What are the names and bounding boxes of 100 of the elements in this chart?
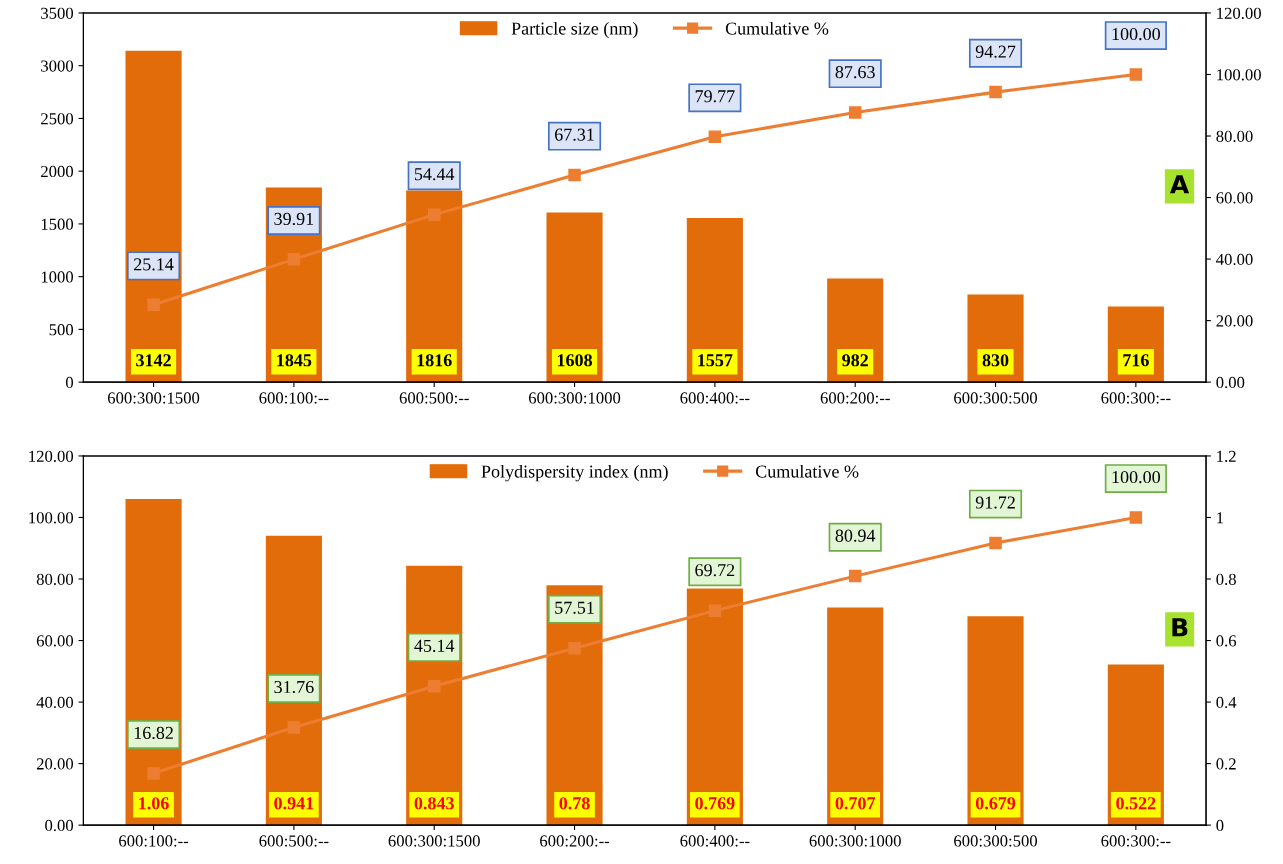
data-label: 1.06 bbox=[139, 797, 169, 810]
x-tick-label: 600:200:-- bbox=[820, 392, 890, 404]
data-label: 1845 bbox=[277, 354, 312, 367]
y-tick-label: 20.00 bbox=[36, 758, 74, 770]
y2-tick-label: 0 bbox=[1216, 819, 1224, 832]
y-tick-label: 80.00 bbox=[36, 573, 74, 586]
x-tick-label: 600:300:-- bbox=[1101, 835, 1171, 847]
data-label: 25.14 bbox=[134, 258, 174, 271]
y2-tick-label: 0.8 bbox=[1216, 573, 1236, 586]
data-label: 982 bbox=[842, 354, 868, 367]
bar bbox=[967, 616, 1024, 826]
y2-tick-label: 1.2 bbox=[1217, 450, 1236, 462]
data-label: 79.77 bbox=[695, 90, 735, 103]
data-label: 31.76 bbox=[274, 680, 314, 694]
data-label: 45.14 bbox=[414, 639, 455, 652]
y-tick-label: 0.00 bbox=[45, 819, 74, 832]
data-label: 91.72 bbox=[975, 496, 1015, 509]
legend-label: Cumulative % bbox=[725, 21, 829, 35]
data-label: 0.707 bbox=[835, 797, 876, 810]
y-tick-label: 120.00 bbox=[29, 450, 74, 462]
y-tick-label: 500 bbox=[49, 324, 74, 336]
y-tick-label: 2500 bbox=[41, 113, 74, 125]
point bbox=[147, 767, 160, 780]
data-label: 80.94 bbox=[835, 529, 876, 542]
x-tick-label: 600:300:1500 bbox=[107, 392, 200, 404]
data-label: 1608 bbox=[557, 354, 592, 367]
data-label: 1816 bbox=[417, 354, 452, 367]
data-label: 716 bbox=[1123, 354, 1149, 367]
y2-tick-label: 100.00 bbox=[1217, 69, 1261, 81]
point bbox=[848, 569, 862, 583]
y2-tick-label: 60.00 bbox=[1216, 192, 1253, 204]
point bbox=[287, 721, 301, 734]
annotation: A bbox=[1169, 175, 1190, 194]
data-label: 16.82 bbox=[134, 726, 173, 740]
annotation: B bbox=[1172, 618, 1188, 637]
data-label: 94.27 bbox=[975, 45, 1016, 58]
y-tick-label: 1500 bbox=[41, 218, 74, 230]
y2-tick-label: 0.6 bbox=[1216, 635, 1237, 647]
point bbox=[568, 168, 581, 182]
x-tick-label: 600:500:-- bbox=[399, 392, 469, 404]
data-label: 0.78 bbox=[559, 797, 590, 810]
data-label: 0.941 bbox=[274, 797, 314, 810]
legend-label: Polydispersity index (nm) bbox=[481, 464, 668, 482]
y-tick-label: 100.00 bbox=[29, 512, 74, 524]
data-label: 0.522 bbox=[1116, 797, 1156, 810]
data-label: 39.91 bbox=[274, 212, 314, 226]
point bbox=[708, 604, 722, 617]
point bbox=[1129, 511, 1143, 524]
data-label: 87.63 bbox=[835, 65, 875, 79]
x-tick-label: 600:400:-- bbox=[680, 835, 750, 847]
legend-label: Cumulative % bbox=[755, 464, 859, 478]
x-tick-label: 600:300:1500 bbox=[388, 835, 480, 847]
x-tick-label: 600:300:1000 bbox=[528, 392, 621, 404]
y-tick-label: 2000 bbox=[41, 165, 74, 178]
y2-tick-label: 0.00 bbox=[1216, 376, 1245, 389]
data-label: 69.72 bbox=[695, 564, 735, 577]
data-label: 0.843 bbox=[414, 797, 454, 810]
data-label: 0.769 bbox=[695, 797, 735, 810]
x-tick-label: 600:300:500 bbox=[954, 392, 1038, 404]
y-tick-label: 0 bbox=[65, 376, 74, 389]
data-label: 100.00 bbox=[1112, 470, 1160, 484]
y2-tick-label: 0.4 bbox=[1216, 696, 1237, 709]
y2-tick-label: 0.2 bbox=[1216, 758, 1236, 770]
y-tick-label: 3500 bbox=[41, 7, 74, 19]
y2-tick-label: 40.00 bbox=[1216, 253, 1253, 266]
data-label: 100.00 bbox=[1112, 27, 1160, 41]
data-label: 57.51 bbox=[555, 601, 594, 614]
point bbox=[989, 536, 1002, 550]
x-tick-label: 600:300:500 bbox=[954, 835, 1038, 847]
x-tick-label: 600:400:-- bbox=[680, 392, 750, 404]
x-tick-label: 600:200:-- bbox=[540, 835, 610, 847]
y-tick-label: 3000 bbox=[41, 60, 74, 72]
data-label: 0.679 bbox=[975, 797, 1016, 810]
point bbox=[287, 253, 301, 266]
y-tick-label: 40.00 bbox=[36, 696, 74, 709]
legend-label: Particle size (nm) bbox=[511, 21, 638, 39]
point bbox=[1129, 68, 1143, 81]
x-tick-label: 600:300:1000 bbox=[809, 835, 901, 847]
y-tick-label: 60.00 bbox=[36, 635, 74, 647]
y2-tick-label: 20.00 bbox=[1216, 315, 1253, 327]
point bbox=[989, 85, 1002, 99]
data-label: 1557 bbox=[698, 354, 733, 367]
data-label: 3142 bbox=[136, 354, 171, 367]
x-tick-label: 600:100:-- bbox=[119, 835, 189, 847]
y-tick-label: 1000 bbox=[41, 271, 74, 283]
data-label: 54.44 bbox=[414, 168, 455, 181]
bar bbox=[686, 217, 743, 383]
y2-tick-label: 1 bbox=[1217, 512, 1224, 524]
data-label: 67.31 bbox=[555, 128, 594, 141]
point bbox=[427, 680, 441, 693]
point bbox=[568, 641, 581, 655]
point bbox=[848, 106, 862, 119]
point bbox=[427, 208, 441, 221]
y2-tick-label: 80.00 bbox=[1216, 130, 1253, 143]
data-label: 830 bbox=[982, 354, 1009, 367]
y2-tick-label: 120.00 bbox=[1217, 7, 1261, 19]
point bbox=[708, 130, 722, 143]
x-tick-label: 600:300:-- bbox=[1101, 392, 1171, 404]
point bbox=[147, 298, 160, 312]
x-tick-label: 600:100:-- bbox=[259, 392, 329, 404]
